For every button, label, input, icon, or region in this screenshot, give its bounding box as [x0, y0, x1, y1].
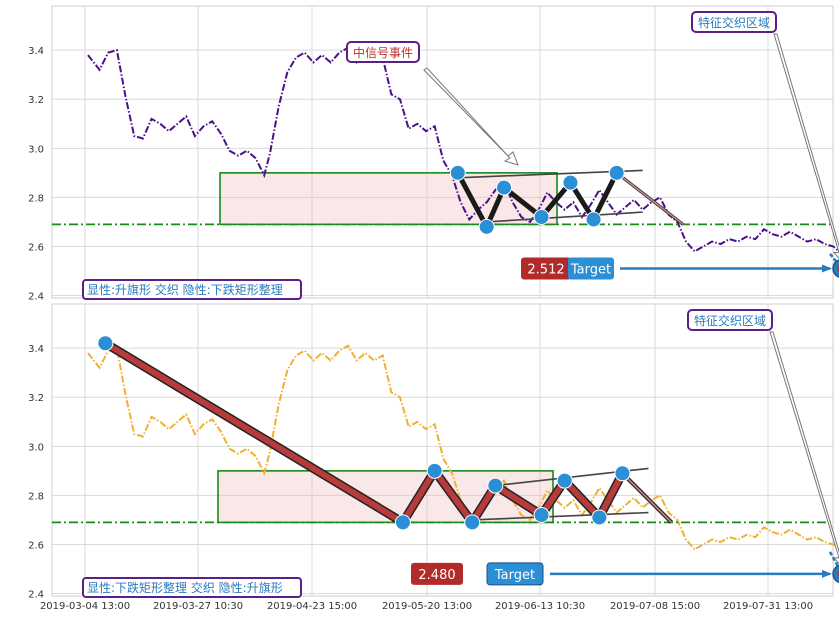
plot-area — [51, 5, 834, 299]
y-tick-label: 2.6 — [28, 540, 44, 551]
y-tick-label: 3.2 — [28, 95, 44, 106]
pattern-point — [394, 514, 411, 531]
plot-area — [51, 303, 834, 597]
signal-event-arrow — [423, 67, 519, 166]
target-value-badge — [521, 257, 571, 280]
y-tick-label: 3.4 — [28, 344, 44, 355]
pattern-point — [487, 477, 504, 494]
y-tick-label: 2.4 — [28, 590, 44, 601]
pattern-point — [478, 218, 495, 235]
y-tick-label: 3.0 — [28, 442, 44, 453]
top-chart-panel: 2.4 2.6 2.8 3.0 3.2 3.4 2.512 Target 特征交织区域中信号事件… — [28, 5, 839, 303]
y-tick-label: 3.0 — [28, 144, 44, 155]
pattern-point — [556, 472, 573, 489]
target-value-label: 2.512 — [527, 263, 564, 278]
y-tick-label: 3.2 — [28, 393, 44, 404]
target-label: Target — [570, 263, 611, 278]
feature-zone-arrow — [769, 331, 839, 565]
target-marker — [832, 564, 839, 584]
target-label-badge — [568, 257, 614, 280]
lower-trendline — [486, 211, 643, 223]
pattern-tail — [621, 472, 673, 523]
pattern-point — [464, 514, 481, 531]
x-tick-label: 2019-06-13 10:30 — [495, 601, 585, 612]
target-value-label: 2.480 — [418, 568, 455, 583]
pattern-point — [533, 209, 550, 226]
pattern-point — [426, 462, 443, 479]
feature-zone-label: 特征交织区域 — [694, 313, 766, 328]
pattern-point — [496, 179, 512, 196]
target-label: Target — [494, 568, 535, 583]
x-tick-label: 2019-07-31 13:00 — [723, 601, 813, 612]
target-label-badge — [486, 562, 544, 586]
y-tick-label: 3.4 — [28, 46, 44, 57]
pattern-point — [449, 164, 466, 181]
pattern-point — [585, 211, 602, 228]
target-marker — [832, 259, 839, 278]
y-tick-label: 2.4 — [28, 292, 44, 303]
feature-zone-box — [687, 309, 773, 331]
target-arrow-head — [822, 264, 832, 273]
pattern-point — [97, 335, 114, 352]
x-tick-label: 2019-05-20 13:00 — [382, 601, 472, 612]
feature-zone-box — [691, 11, 777, 33]
pattern-point — [614, 465, 631, 482]
y-tick-label: 2.6 — [28, 242, 44, 253]
x-axis-labels: 2019-03-04 13:00 2019-03-27 10:30 2019-04-… — [40, 601, 813, 612]
pattern-tail — [616, 172, 684, 226]
target-connector — [828, 551, 839, 572]
pattern-point — [608, 164, 625, 181]
pattern-point — [562, 174, 579, 191]
pattern-legend-box — [82, 577, 302, 598]
pattern-legend-label: 显性:升旗形 交织 隐性:下跌矩形整理 — [87, 282, 283, 297]
x-tick-label: 2019-07-08 15:00 — [610, 601, 700, 612]
lower-trendline — [472, 511, 649, 521]
x-tick-label: 2019-03-27 10:30 — [153, 601, 243, 612]
feature-zone-arrow — [773, 33, 839, 260]
pattern-legend-label: 显性:下跌矩形整理 交织 隐性:升旗形 — [87, 580, 283, 595]
pattern-point — [591, 509, 608, 526]
target-arrow-head — [822, 569, 832, 578]
signal-event-label: 中信号事件 — [353, 45, 413, 60]
pattern-point — [533, 507, 550, 524]
feature-zone-label: 特征交织区域 — [698, 15, 770, 30]
pattern-legend-box — [82, 279, 302, 300]
y-tick-label: 2.8 — [28, 193, 44, 204]
target-value-badge — [411, 562, 463, 585]
price-line — [87, 46, 839, 253]
bottom-chart-panel: 2.4 2.6 2.8 3.0 3.2 3.4 2.480 Target 特征交织区域显性:下跌… — [28, 303, 839, 601]
x-tick-label: 2019-04-23 15:00 — [267, 601, 357, 612]
x-tick-label: 2019-03-04 13:00 — [40, 601, 130, 612]
signal-event-box — [346, 41, 420, 63]
y-tick-label: 2.8 — [28, 491, 44, 502]
